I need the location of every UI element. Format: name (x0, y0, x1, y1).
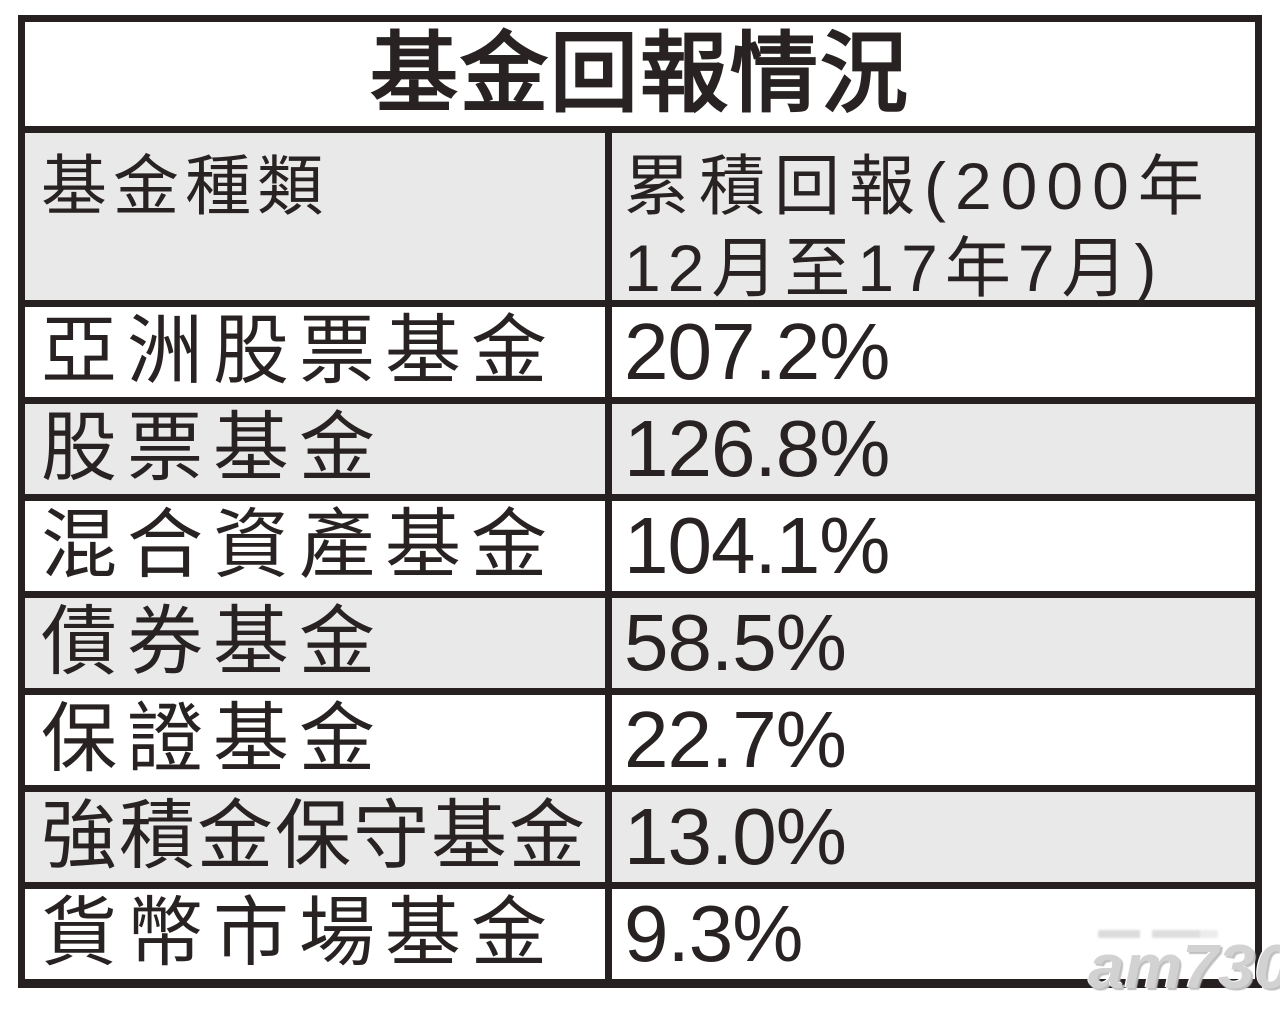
table-row-asian-equity: 亞洲股票基金 207.2% (25, 307, 1255, 404)
table-row-mixed-assets: 混合資產基金 104.1% (25, 501, 1255, 598)
table-row-money-market: 貨幣市場基金 9.3% (25, 889, 1255, 979)
table-header-row: 基金種類 累積回報(2000年 12月至17年7月) (25, 133, 1255, 307)
fund-type-label: 股票基金 (41, 406, 385, 491)
header-cumulative-return-line2: 12月至17年7月) (624, 231, 1164, 305)
fund-type-label: 貨幣市場基金 (41, 891, 557, 976)
header-cumulative-return: 累積回報(2000年 12月至17年7月) (605, 133, 1255, 305)
fund-type-label: 亞洲股票基金 (41, 309, 557, 394)
fund-return-value: 126.8% (605, 404, 1255, 494)
table-title: 基金回報情況 (369, 24, 910, 123)
fund-return-value: 104.1% (605, 501, 1255, 591)
table-row-guaranteed: 保證基金 22.7% (25, 695, 1255, 792)
fund-return-value: 9.3% (605, 889, 1255, 979)
fund-type-label: 保證基金 (41, 697, 385, 782)
table-row-bond: 債券基金 58.5% (25, 598, 1255, 695)
header-cumulative-return-line1: 累積回報(2000年 (624, 149, 1213, 223)
watermark-smudge (1098, 930, 1218, 938)
header-fund-type: 基金種類 (41, 149, 329, 223)
fund-return-value: 207.2% (605, 307, 1255, 397)
fund-returns-table: 基金回報情況 基金種類 累積回報(2000年 12月至17年7月) 亞洲股票基金… (18, 15, 1262, 988)
fund-return-value: 22.7% (605, 695, 1255, 785)
fund-type-label: 混合資產基金 (41, 503, 557, 588)
table-row-equity: 股票基金 126.8% (25, 404, 1255, 501)
fund-type-label: 債券基金 (41, 600, 385, 685)
table-row-mpf-conservative: 強積金保守基金 13.0% (25, 792, 1255, 889)
fund-return-value: 13.0% (605, 792, 1255, 882)
am730-watermark: am730 (1088, 933, 1280, 1002)
fund-return-value: 58.5% (605, 598, 1255, 688)
table-title-row: 基金回報情況 (25, 22, 1255, 133)
fund-type-label: 強積金保守基金 (41, 794, 587, 879)
